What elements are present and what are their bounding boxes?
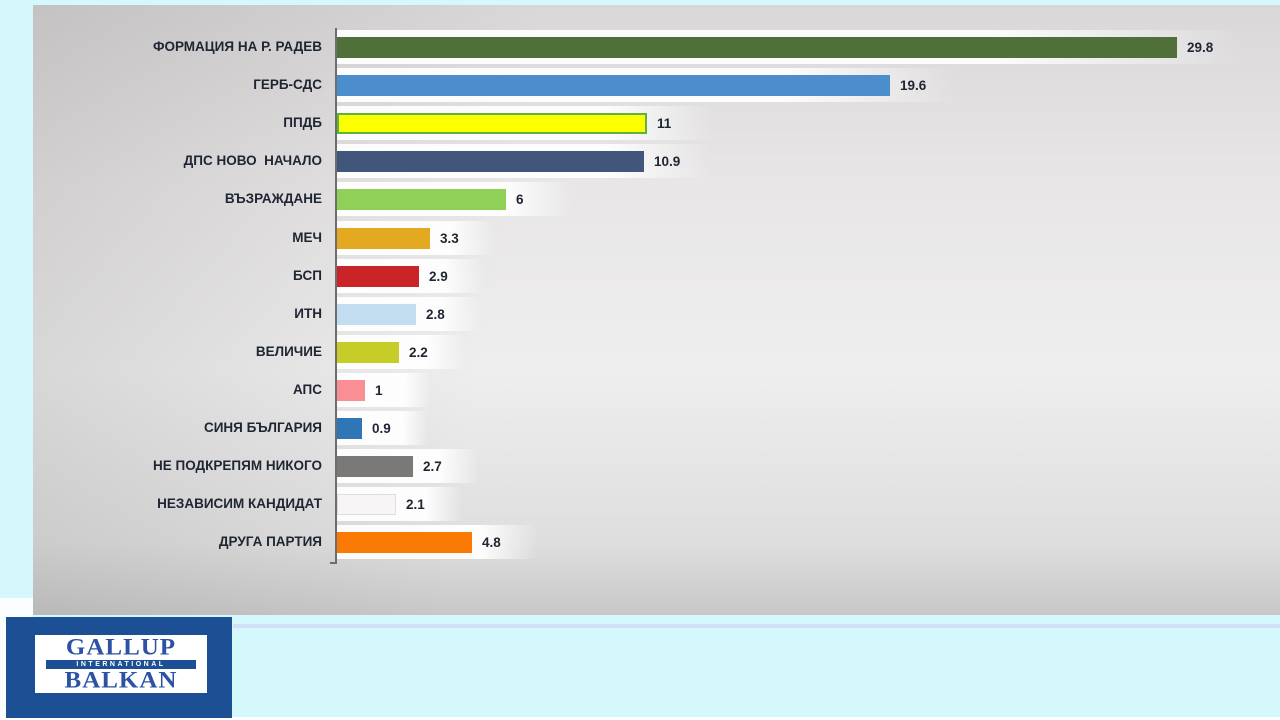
category-label: ДПС НОВО НАЧАЛО [183,153,322,169]
category-label: ИТН [294,305,322,321]
chart-bar [337,418,362,439]
bar-value-label: 6 [516,192,524,208]
bar-value-label: 1 [375,382,383,398]
bar-value-label: 3.3 [440,230,459,246]
category-label: ВЕЛИЧИЕ [255,343,322,359]
chart-bar [337,532,472,554]
bar-value-label: 2.8 [426,306,445,322]
chart-bar [337,75,890,97]
category-label: НЕ ПОДКРЕПЯМ НИКОГО [153,458,322,474]
category-label: ДРУГА ПАРТИЯ [218,534,322,550]
category-label: ППДБ [283,115,322,131]
category-label: БСП [293,267,322,283]
category-label: АПС [292,381,322,397]
bar-value-label: 2.2 [409,344,428,360]
category-label: ВЪЗРАЖДАНЕ [224,191,322,207]
chart-bar [337,227,430,249]
logo-inner-box: GALLUP INTERNATIONAL BALKAN [35,635,207,693]
chart-bar [337,113,647,135]
bar-value-label: 0.9 [372,421,391,436]
bottom-divider-line [233,624,1280,628]
logo-text-balkan: BALKAN [64,667,178,693]
chart-bar [337,151,644,173]
gallup-balkan-logo: GALLUP INTERNATIONAL BALKAN [6,617,232,718]
category-label: НЕЗАВИСИМ КАНДИДАТ [157,496,322,512]
category-label: ГЕРБ-СДС [253,77,322,93]
bar-value-label: 2.9 [429,268,448,284]
bar-value-label: 2.1 [406,497,425,513]
y-axis-tick [330,562,337,564]
bar-value-label: 29.8 [1187,40,1214,55]
y-axis-line [335,28,337,564]
logo-text-gallup: GALLUP [65,634,177,660]
category-label: МЕЧ [292,229,322,245]
chart-bar [337,341,399,363]
logo-text-international: INTERNATIONAL [46,659,196,669]
bar-value-label: 11 [657,116,672,132]
bar-value-label: 10.9 [654,154,681,170]
bar-value-label: 2.7 [423,459,442,475]
bar-value-label: 4.8 [482,535,501,551]
bar-value-label: 19.6 [900,78,927,94]
category-label: СИНЯ БЪЛГАРИЯ [203,420,322,435]
chart-bar [337,189,506,211]
chart-bar [337,37,1177,58]
bottom-white-strip [0,717,1280,720]
chart-bar [337,494,396,516]
chart-bar [337,265,419,287]
chart-bar [337,303,416,325]
chart-bar [337,379,365,401]
category-label: ФОРМАЦИЯ НА Р. РАДЕВ [152,39,322,54]
chart-bar [337,456,413,478]
